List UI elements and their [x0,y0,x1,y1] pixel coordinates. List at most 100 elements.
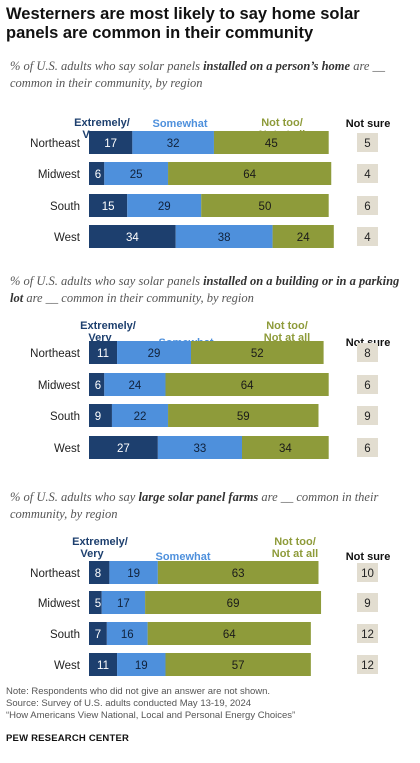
bar-segment-not [168,404,319,427]
bar-segment-not [168,162,332,185]
bar-value-label: 45 [265,138,278,150]
subtitle-post: are __ common in their community, by reg… [10,59,386,90]
bar-segment-somewhat [109,561,158,584]
subtitle-pre: % of U.S. adults who say solar panels [10,59,204,73]
bar-value-label: 11 [97,348,109,360]
bar-value-label: 64 [243,169,256,181]
bar-segment-not [157,561,319,584]
bar-segment-very [89,436,158,459]
not-sure-value: 9 [364,598,370,610]
not-sure-box [357,375,378,394]
bar-segment-very [89,653,118,676]
bar-value-label: 8 [95,568,101,580]
bar-segment-somewhat [117,653,166,676]
subtitle-bold: large solar panel farms [138,490,259,504]
bar-value-label: 9 [95,411,101,423]
bar-value-label: 7 [95,629,101,641]
bar-segment-not [213,131,329,154]
bar-value-label: 34 [279,443,292,455]
legend-not-sure: Not sure [346,551,391,563]
legend-very-line1: Extremely/ [72,536,128,548]
not-sure-value: 10 [361,568,374,580]
not-sure-value: 5 [364,138,370,150]
category-label: West [54,660,81,672]
bar-segment-not [242,436,329,459]
subtitle-pre: % of U.S. adults who say solar panels [10,274,204,288]
subtitle-home-panels: % of U.S. adults who say solar panels in… [10,58,410,92]
bar-value-label: 33 [194,443,207,455]
bar-value-label: 29 [148,348,161,360]
bar-value-label: 11 [97,660,109,672]
legend-very-line2: Very [80,548,104,560]
not-sure-box [357,406,378,425]
subtitle-solar-farms: % of U.S. adults who say large solar pan… [10,489,410,523]
bar-value-label: 52 [251,348,264,360]
bar-value-label: 16 [121,629,134,641]
subtitle-post: are __ common in their community, by reg… [23,291,254,305]
category-label: Midwest [38,380,81,392]
not-sure-value: 8 [364,348,370,360]
bar-value-label: 29 [158,201,171,213]
bar-segment-very [89,341,118,364]
bar-segment-not [165,373,329,396]
bar-segment-somewhat [132,131,214,154]
not-sure-box [357,563,378,582]
subtitle-post: are __ common in their community, by reg… [10,490,379,521]
legend-not-line2: Not at all [272,548,318,560]
legend-not-line1: Not too/ [274,536,316,548]
bar-value-label: 15 [102,201,115,213]
not-sure-box [357,133,378,152]
legend-somewhat: Somewhat [152,118,207,130]
bar-value-label: 50 [259,201,272,213]
bar-segment-very [89,404,112,427]
not-sure-box [357,164,378,183]
bar-segment-not [272,225,334,248]
not-sure-value: 6 [364,201,370,213]
footer-note: Note: Respondents who did not give an an… [6,686,271,697]
bar-segment-not [147,622,311,645]
not-sure-value: 6 [364,443,370,455]
category-label: Northeast [30,568,81,580]
not-sure-value: 6 [364,380,370,392]
bar-value-label: 63 [232,568,245,580]
bar-segment-very [89,225,176,248]
legend-very-line1: Extremely/ [80,320,136,332]
bar-segment-not [145,591,322,614]
bar-value-label: 25 [130,169,143,181]
bar-segment-somewhat [106,622,148,645]
legend-not-line1: Not too/ [266,320,308,332]
bar-value-label: 64 [241,380,254,392]
footer-report: “How Americans View National, Local and … [6,710,296,721]
not-sure-value: 4 [364,169,371,181]
not-sure-box [357,624,378,643]
bar-value-label: 6 [95,380,101,392]
bar-value-label: 59 [237,411,250,423]
category-label: Midwest [38,598,81,610]
not-sure-box [357,196,378,215]
subtitle-bold: installed on a person’s home [203,59,351,73]
bar-segment-somewhat [104,373,166,396]
pew-logo: PEW RESEARCH CENTER [6,733,130,744]
bar-value-label: 5 [95,598,101,610]
not-sure-value: 12 [361,660,374,672]
bar-segment-somewhat [117,341,191,364]
category-label: South [50,629,80,641]
bar-segment-somewhat [175,225,273,248]
bar-value-label: 19 [135,660,148,672]
bar-value-label: 34 [126,232,139,244]
bar-segment-not [201,194,329,217]
not-sure-value: 4 [364,232,371,244]
bar-segment-very [89,131,133,154]
bar-value-label: 38 [218,232,231,244]
bar-value-label: 32 [167,138,180,150]
bar-segment-not [191,341,324,364]
bar-segment-somewhat [157,436,242,459]
bar-value-label: 24 [297,232,310,244]
not-sure-box [357,343,378,362]
not-sure-value: 12 [361,629,374,641]
category-label: West [54,232,81,244]
bar-value-label: 17 [104,138,117,150]
not-sure-box [357,655,378,674]
